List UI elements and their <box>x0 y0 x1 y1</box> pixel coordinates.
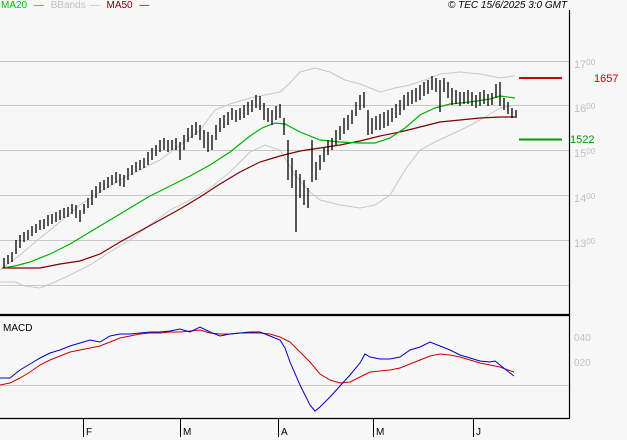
y-label-1700: 1700 <box>574 58 596 71</box>
macd-signal-line <box>0 329 515 386</box>
chart-legend: MA20 — BBands — MA50 — <box>1 0 153 12</box>
macd-label-40: 040 <box>574 333 591 344</box>
bbands-lower <box>0 104 516 289</box>
ma50-line <box>2 116 515 269</box>
support-label: 1522 <box>570 134 595 146</box>
y-label-1400: 1400 <box>574 192 596 205</box>
x-label-apr: A <box>281 427 288 438</box>
macd-line <box>0 326 515 412</box>
x-label-mar: M <box>183 427 192 438</box>
ohlc-bars <box>3 76 517 268</box>
x-ticks <box>83 419 474 437</box>
y-label-1600: 1600 <box>574 102 596 115</box>
y-label-1300: 1300 <box>574 237 596 250</box>
y-label-1500: 1500 <box>574 147 596 160</box>
macd-label-20: 020 <box>574 358 591 369</box>
x-label-feb: F <box>86 427 93 438</box>
ma20-line <box>1 95 516 269</box>
legend-bbands: BBands — <box>50 0 100 11</box>
x-label-jun: J <box>476 427 481 438</box>
legend-ma20: MA20 — <box>1 0 44 11</box>
copyright-timestamp: © TEC 15/6/2025 3:0 GMT <box>448 0 568 11</box>
macd-title: MACD <box>3 323 33 334</box>
x-label-may: M <box>376 427 385 438</box>
legend-ma50: MA50 — <box>106 0 150 11</box>
resistance-label: 1657 <box>594 73 619 85</box>
